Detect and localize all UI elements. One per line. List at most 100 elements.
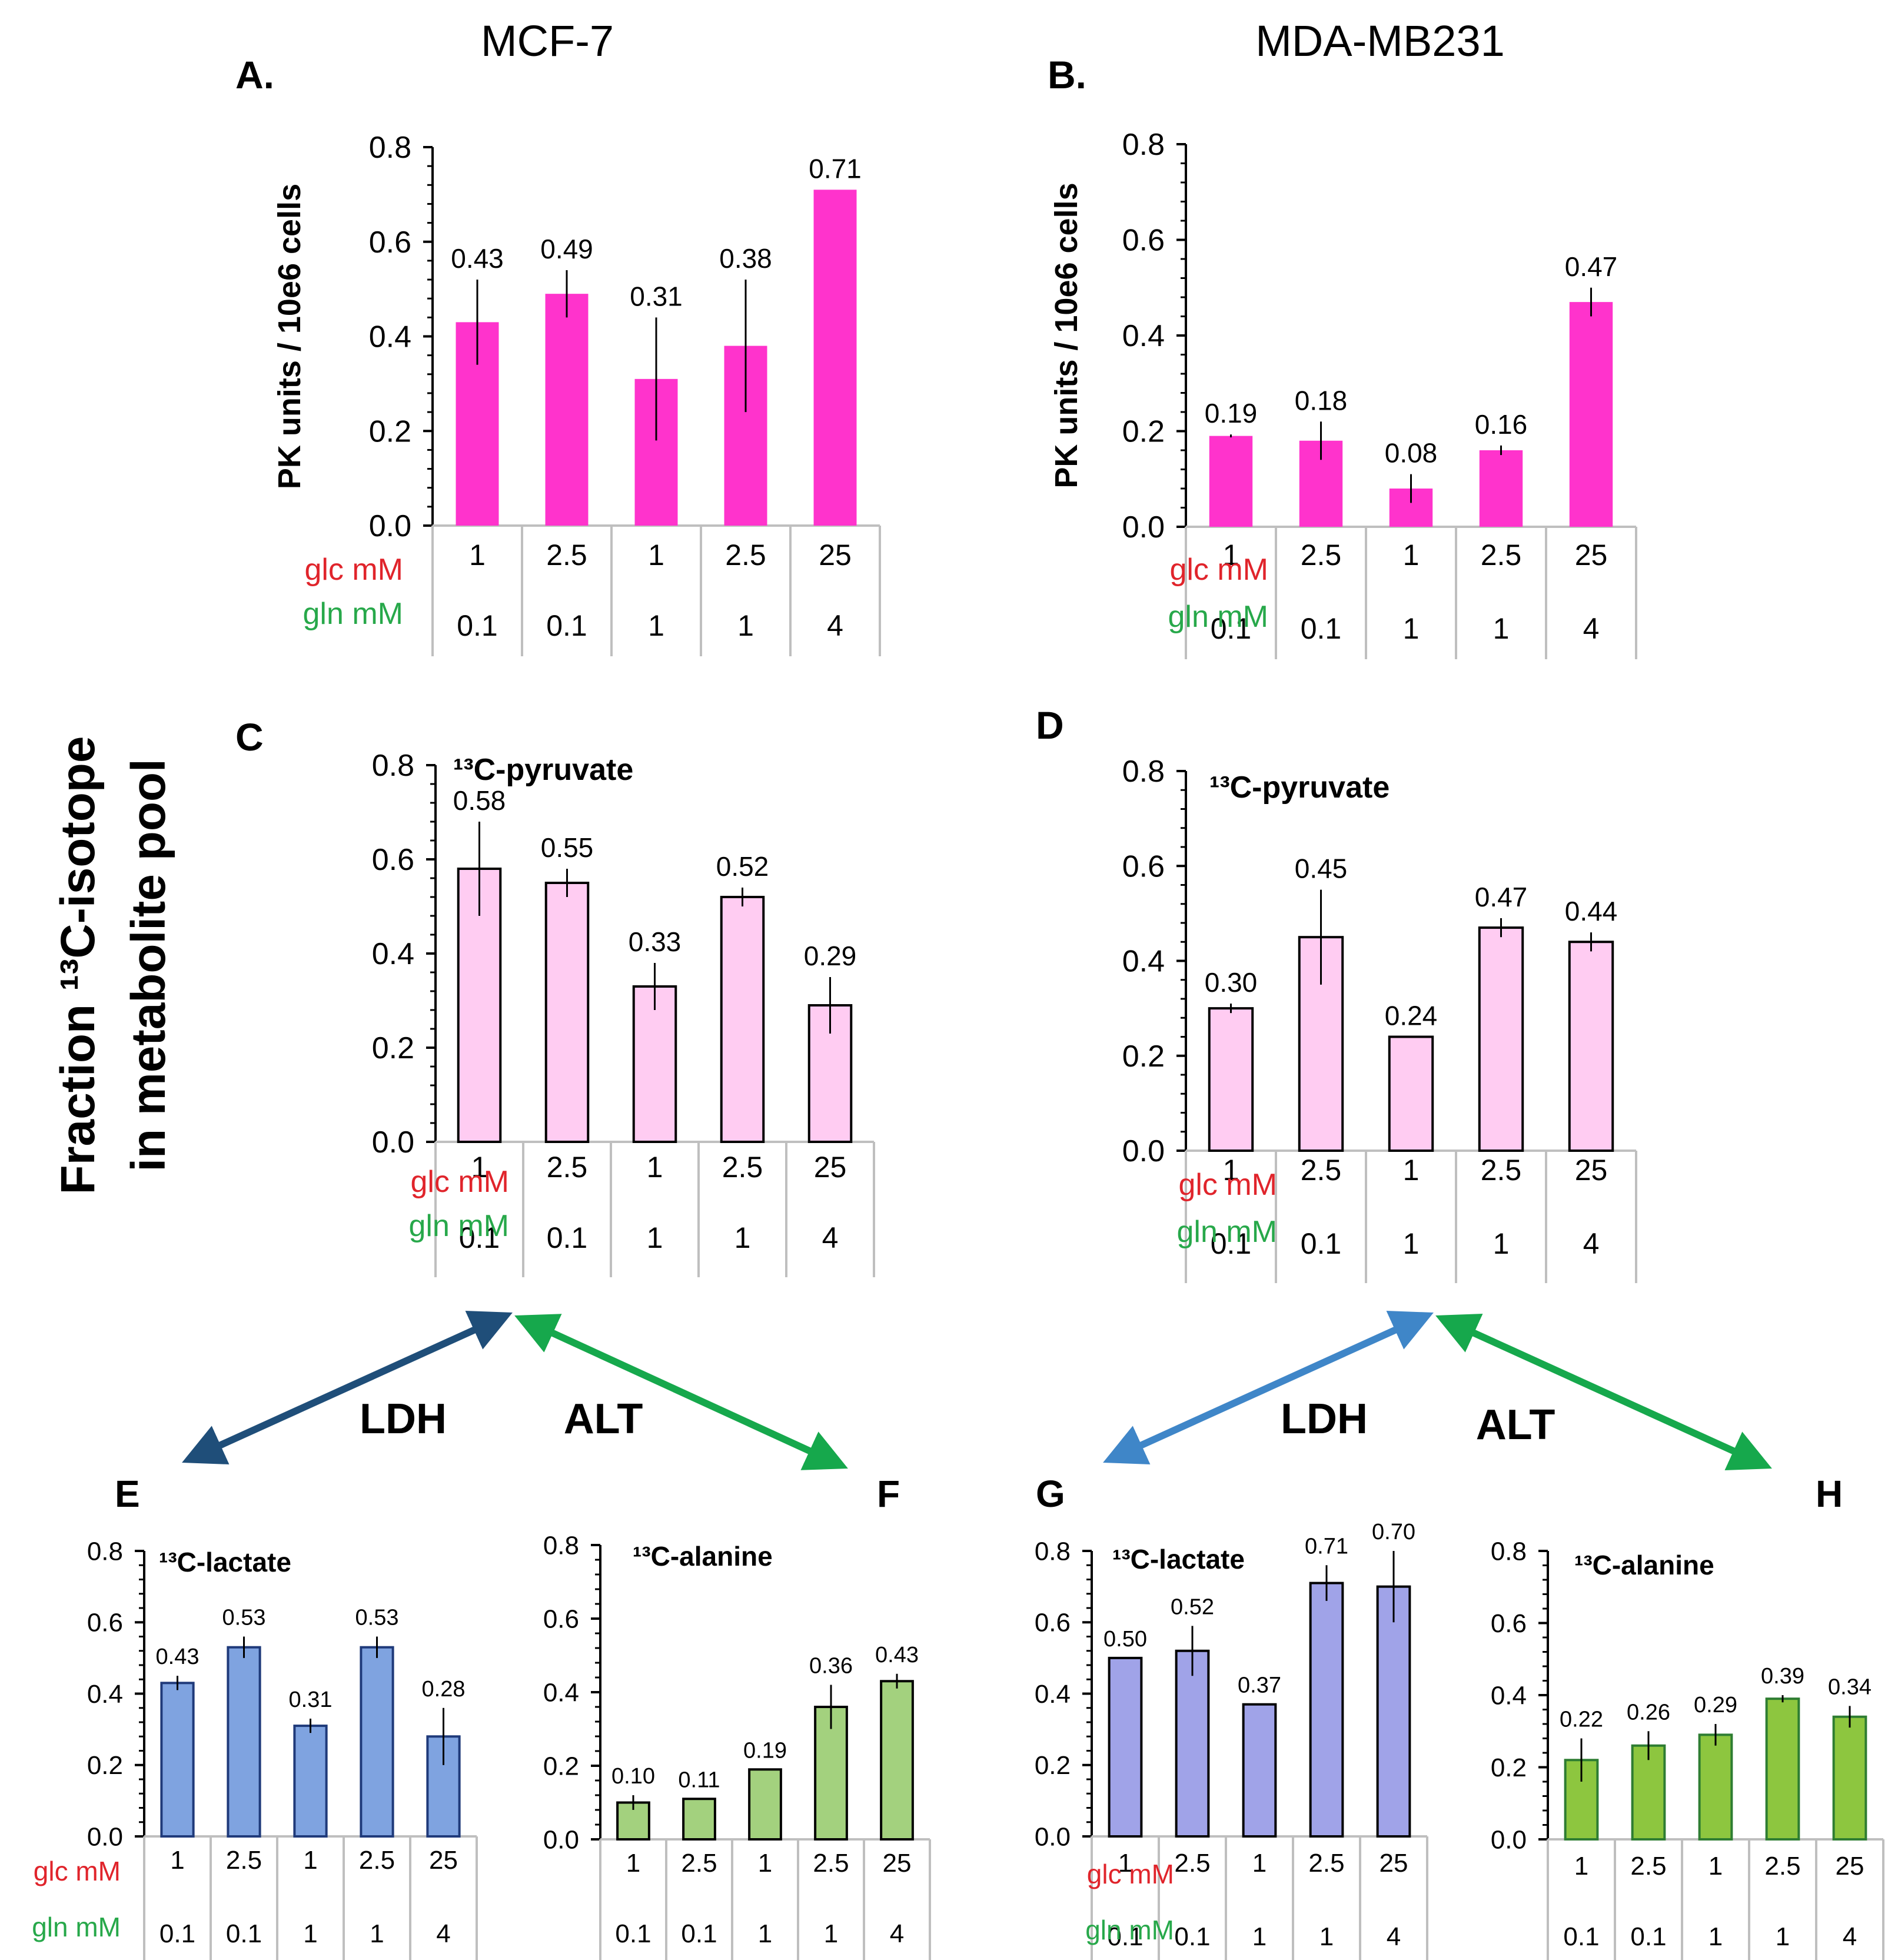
chart-panel-g: G 0.0 0.2 0.4 0.6 0.8 ¹³C-lactate 0.50 0.52 0.37 0… bbox=[1035, 1473, 1428, 1960]
category-gln: 1 bbox=[1493, 612, 1510, 645]
bar bbox=[720, 896, 765, 1143]
category-gln: 4 bbox=[1583, 1227, 1600, 1260]
y-tick-label: 0.0 bbox=[372, 1125, 414, 1160]
category-glc: 1 bbox=[758, 1849, 772, 1878]
bar bbox=[1698, 1733, 1733, 1841]
y-tick-label: 0.2 bbox=[1122, 1039, 1165, 1074]
category-glc: 1 bbox=[648, 539, 664, 572]
row-label-gln: gln mM bbox=[1177, 1215, 1277, 1249]
data-label: 0.10 bbox=[611, 1764, 655, 1789]
row-label-glc: glc mM bbox=[1169, 553, 1268, 587]
main-y-axis-line2: in metabolite pool bbox=[122, 759, 175, 1172]
bar bbox=[545, 294, 589, 526]
ldh-arrow-right bbox=[1103, 1311, 1434, 1464]
bar bbox=[1568, 941, 1614, 1152]
category-gln: 1 bbox=[758, 1919, 772, 1948]
category-gln: 1 bbox=[1708, 1922, 1723, 1951]
row-label-glc: glc mM bbox=[34, 1856, 121, 1886]
category-gln: 0.1 bbox=[457, 609, 498, 642]
y-tick-label: 0.4 bbox=[369, 320, 411, 354]
y-tick-label: 0.8 bbox=[1122, 128, 1165, 162]
y-tick-label: 0.6 bbox=[1035, 1609, 1071, 1637]
alt-label-right: ALT bbox=[1476, 1401, 1555, 1449]
y-tick-label: 0.4 bbox=[1035, 1680, 1071, 1709]
category-gln: 1 bbox=[1403, 612, 1420, 645]
data-label: 0.29 bbox=[1694, 1693, 1737, 1718]
y-tick-label: 0.0 bbox=[543, 1825, 579, 1854]
category-gln: 4 bbox=[1843, 1922, 1857, 1951]
y-tick-label: 0.2 bbox=[372, 1031, 414, 1065]
category-glc: 1 bbox=[1708, 1852, 1723, 1881]
data-label: 0.45 bbox=[1295, 853, 1348, 884]
category-gln: 0.1 bbox=[1211, 1227, 1252, 1260]
data-label: 0.11 bbox=[678, 1768, 720, 1792]
data-label: 0.31 bbox=[630, 281, 683, 311]
category-gln: 0.1 bbox=[226, 1919, 262, 1948]
category-glc: 1 bbox=[1574, 1852, 1588, 1881]
category-glc: 2.5 bbox=[359, 1846, 395, 1875]
data-label: 0.55 bbox=[541, 832, 594, 863]
alt-label-left: ALT bbox=[564, 1396, 643, 1443]
data-label: 0.43 bbox=[451, 243, 504, 274]
bar bbox=[1478, 926, 1524, 1152]
category-gln: 0.1 bbox=[547, 1221, 588, 1254]
category-gln: 4 bbox=[822, 1221, 839, 1254]
y-axis-label: PK units / 10e6 cells bbox=[1049, 182, 1084, 488]
category-glc: 2.5 bbox=[1301, 539, 1342, 572]
bar bbox=[1832, 1715, 1867, 1841]
data-label: 0.47 bbox=[1565, 251, 1618, 282]
category-gln: 0.1 bbox=[546, 609, 587, 642]
ldh-label-right: LDH bbox=[1281, 1396, 1368, 1443]
category-gln: 0.1 bbox=[1211, 612, 1252, 645]
category-glc: 1 bbox=[1403, 1154, 1420, 1187]
category-glc: 25 bbox=[819, 539, 852, 572]
bar bbox=[1242, 1703, 1277, 1838]
category-gln: 0.1 bbox=[1563, 1922, 1599, 1951]
bar bbox=[1175, 1649, 1210, 1838]
category-gln: 1 bbox=[1776, 1922, 1790, 1951]
chart-panel-b: B. 0.0 0.2 0.4 0.6 0.8 PK units / 10e6 cells 0.… bbox=[1048, 53, 1637, 659]
category-gln: 4 bbox=[827, 609, 843, 642]
y-tick-label: 0.6 bbox=[543, 1604, 579, 1633]
category-gln: 1 bbox=[1493, 1227, 1510, 1260]
y-tick-label: 0.8 bbox=[369, 131, 411, 165]
data-label: 0.44 bbox=[1565, 896, 1618, 926]
bar bbox=[544, 882, 590, 1143]
category-gln: 1 bbox=[370, 1919, 384, 1948]
data-label: 0.71 bbox=[809, 153, 862, 184]
category-gln: 1 bbox=[1252, 1922, 1267, 1951]
y-tick-label: 0.8 bbox=[1035, 1537, 1071, 1566]
y-tick-label: 0.8 bbox=[543, 1531, 579, 1560]
data-label: 0.47 bbox=[1475, 882, 1528, 912]
bar bbox=[227, 1646, 261, 1838]
bar bbox=[1376, 1585, 1411, 1838]
y-tick-label: 0.2 bbox=[87, 1751, 123, 1780]
data-label: 0.53 bbox=[222, 1606, 266, 1630]
category-glc: 2.5 bbox=[1481, 539, 1522, 572]
bar bbox=[1569, 302, 1613, 527]
data-label: 0.43 bbox=[156, 1645, 200, 1669]
data-label: 0.18 bbox=[1295, 385, 1348, 416]
category-glc: 1 bbox=[471, 1151, 488, 1184]
row-label-glc: glc mM bbox=[410, 1165, 509, 1199]
data-label: 0.36 bbox=[809, 1654, 853, 1679]
bar bbox=[632, 985, 677, 1143]
category-glc: 1 bbox=[1403, 539, 1420, 572]
category-gln: 0.1 bbox=[615, 1919, 651, 1948]
y-tick-label: 0.4 bbox=[372, 937, 414, 971]
data-label: 0.26 bbox=[1627, 1700, 1670, 1725]
category-gln: 0.1 bbox=[1301, 1227, 1342, 1260]
data-label: 0.19 bbox=[1205, 398, 1258, 428]
panel-letter: G bbox=[1036, 1473, 1065, 1515]
category-gln: 0.1 bbox=[1107, 1922, 1143, 1951]
chart-panels: A. 0.0 0.2 0.4 0.6 0.8 PK units / 10e6 cells 0.… bbox=[32, 53, 1884, 1960]
row-label-glc: glc mM bbox=[1178, 1168, 1277, 1202]
bar bbox=[160, 1682, 195, 1838]
main-y-axis-label: Fraction ¹³C-isotope in metabolite pool bbox=[51, 736, 175, 1195]
category-glc: 2.5 bbox=[547, 1151, 588, 1184]
bar bbox=[1108, 1656, 1143, 1838]
y-tick-label: 0.0 bbox=[369, 509, 411, 543]
row-label-glc: glc mM bbox=[304, 553, 403, 587]
main-y-axis-line1: Fraction ¹³C-isotope bbox=[51, 736, 105, 1195]
category-glc: 1 bbox=[1252, 1849, 1267, 1878]
